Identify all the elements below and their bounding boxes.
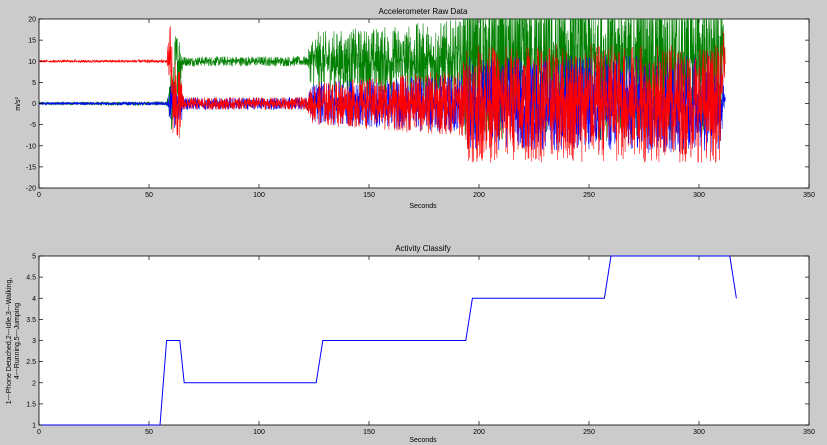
- chart-title: Activity Classify: [395, 244, 451, 253]
- y-tick-label: 1.5: [26, 401, 36, 408]
- chart-raw-data: Accelerometer Raw Data 0 50 100 150 200 250 30…: [15, 7, 815, 210]
- x-axis-label: Seconds: [409, 437, 437, 444]
- chart-title: Accelerometer Raw Data: [379, 7, 468, 16]
- series-line-3: [38, 26, 726, 163]
- x-tick-label: 100: [253, 192, 265, 199]
- y-axis-label: m/s²: [15, 97, 22, 111]
- x-axis-ticks: 0 50 100 150 200 250 300 350: [37, 256, 815, 436]
- y-tick-label: 3.5: [26, 317, 36, 324]
- x-tick-label: 100: [253, 429, 265, 436]
- y-axis-ticks: -20 -15 -10 -5 0 5 10 15 20: [26, 17, 809, 193]
- activity-line: [39, 255, 737, 426]
- x-axis-ticks: 0 50 100 150 200 250 300 350: [37, 19, 815, 199]
- x-axis-label: Seconds: [409, 203, 437, 210]
- x-tick-label: 50: [145, 429, 153, 436]
- x-tick-label: 300: [693, 429, 705, 436]
- series-group: [38, 18, 726, 163]
- y-tick-label: -5: [30, 122, 36, 129]
- y-axis-label-line-2: 4---Running,5---Jumping: [14, 303, 21, 379]
- y-tick-label: 3: [32, 338, 36, 345]
- y-axis-label-line-1: 1---Phone Detached,2---Idle,3---Walking,: [6, 278, 13, 405]
- y-tick-label: -15: [26, 164, 36, 171]
- chart-activity-classify: Activity Classify 0 50 100 150 200 250 300 350 …: [6, 244, 815, 444]
- x-tick-label: 200: [473, 192, 485, 199]
- y-tick-label: 2.5: [26, 359, 36, 366]
- y-tick-label: 0: [32, 101, 36, 108]
- y-tick-label: 2: [32, 380, 36, 387]
- series-group: [39, 255, 737, 426]
- x-tick-label: 300: [693, 192, 705, 199]
- y-tick-label: -20: [26, 186, 36, 193]
- y-tick-label: 20: [28, 17, 36, 24]
- y-tick-label: 4.5: [26, 275, 36, 282]
- x-tick-label: 0: [37, 429, 41, 436]
- x-tick-label: 0: [37, 192, 41, 199]
- y-tick-label: 4: [32, 296, 36, 303]
- x-tick-label: 200: [473, 429, 485, 436]
- x-tick-label: 250: [583, 192, 595, 199]
- y-tick-label: -10: [26, 143, 36, 150]
- y-tick-label: 1: [32, 423, 36, 430]
- y-tick-label: 15: [28, 38, 36, 45]
- y-tick-label: 5: [32, 254, 36, 261]
- x-tick-label: 150: [363, 429, 375, 436]
- x-tick-label: 350: [803, 429, 815, 436]
- y-tick-label: 5: [32, 80, 36, 87]
- y-axis-ticks: 1 1.5 2 2.5 3 3.5 4 4.5 5: [26, 254, 809, 430]
- x-tick-label: 350: [803, 192, 815, 199]
- x-tick-label: 150: [363, 192, 375, 199]
- y-tick-label: 10: [28, 59, 36, 66]
- x-tick-label: 50: [145, 192, 153, 199]
- x-tick-label: 250: [583, 429, 595, 436]
